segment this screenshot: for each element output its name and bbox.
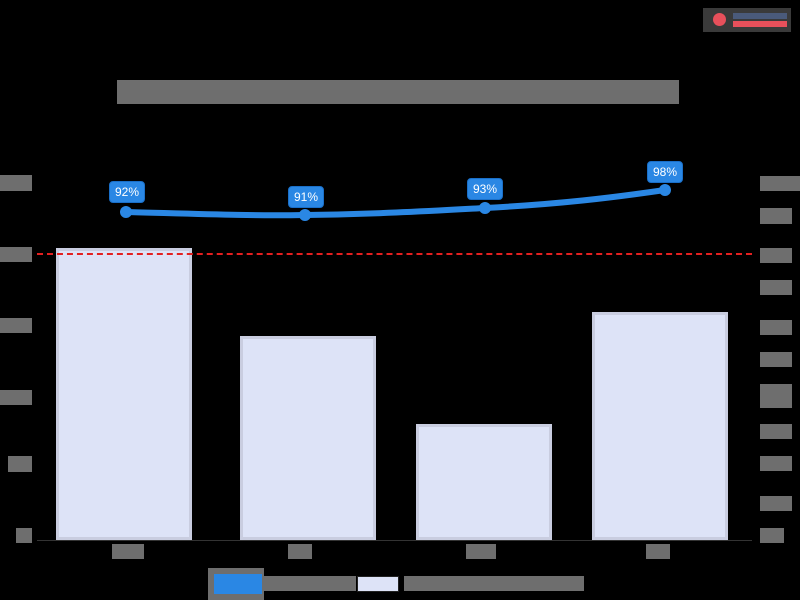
left-axis-tick xyxy=(0,175,32,191)
chart-title xyxy=(117,80,679,104)
bar-2 xyxy=(240,336,376,540)
left-axis-tick xyxy=(16,528,32,543)
x-axis-label xyxy=(646,544,670,559)
right-axis-tick xyxy=(760,424,792,439)
data-label: 93% xyxy=(467,178,504,200)
data-label: 91% xyxy=(288,186,325,208)
legend-line-swatch xyxy=(214,574,262,594)
bar-1 xyxy=(56,248,192,540)
bar-3 xyxy=(416,424,552,540)
brand-logo xyxy=(703,8,791,32)
left-axis-tick xyxy=(0,247,32,262)
data-label: 92% xyxy=(109,181,146,203)
x-axis-label xyxy=(112,544,144,559)
bar-4 xyxy=(592,312,728,540)
right-axis-tick xyxy=(760,384,792,408)
legend-bar-swatch xyxy=(357,576,399,592)
legend-label-bar xyxy=(404,576,584,591)
left-axis-tick xyxy=(0,390,32,405)
logo-text-bottom xyxy=(733,21,787,27)
right-axis-tick xyxy=(760,320,792,335)
x-axis-line xyxy=(37,540,752,541)
legend-label-line xyxy=(264,576,356,591)
right-axis-tick xyxy=(760,528,784,543)
right-axis-tick xyxy=(760,352,792,367)
right-axis-tick xyxy=(760,248,792,263)
logo-icon xyxy=(713,13,726,26)
target-line xyxy=(37,253,752,255)
left-axis-tick xyxy=(8,456,32,472)
right-axis-tick xyxy=(760,456,792,471)
right-axis-tick xyxy=(760,280,792,295)
x-axis-label xyxy=(466,544,496,559)
right-axis-tick xyxy=(760,496,792,511)
right-axis-tick xyxy=(760,208,792,224)
data-label: 98% xyxy=(647,161,684,183)
right-axis-tick xyxy=(760,176,800,191)
logo-text-top xyxy=(733,13,787,19)
left-axis-tick xyxy=(0,318,32,333)
x-axis-label xyxy=(288,544,312,559)
